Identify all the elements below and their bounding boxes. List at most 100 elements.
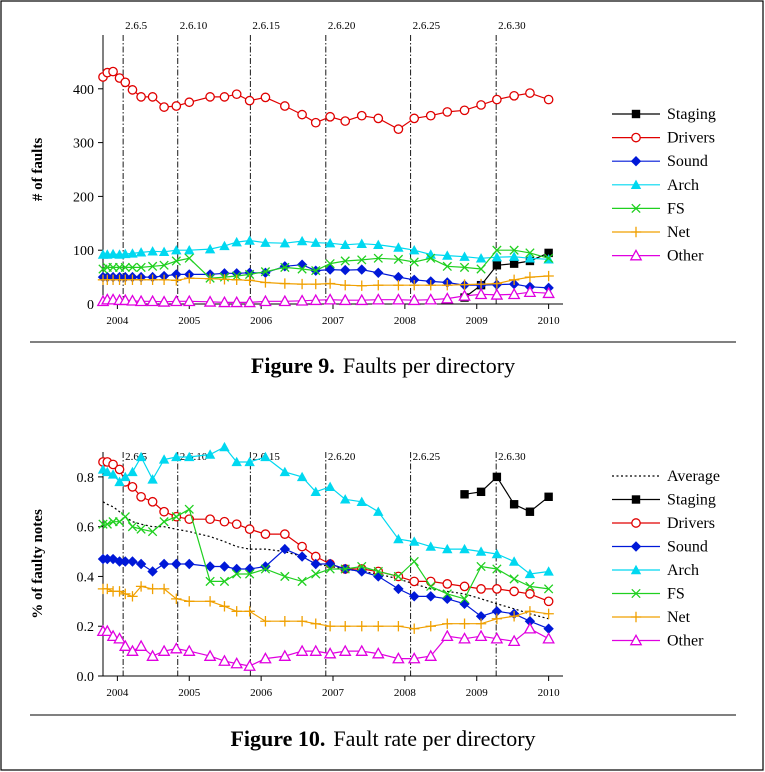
marker — [260, 529, 271, 539]
marker — [631, 132, 641, 143]
marker — [356, 280, 367, 291]
marker — [158, 454, 170, 464]
marker — [629, 249, 643, 261]
marker — [102, 583, 113, 595]
legend-label: FS — [667, 586, 685, 603]
marker — [525, 581, 535, 592]
marker — [127, 262, 138, 273]
marker — [490, 288, 504, 300]
marker — [114, 464, 125, 475]
x-tick-label: 2005 — [178, 315, 201, 327]
marker — [279, 101, 290, 111]
y-tick-label: 400 — [73, 83, 94, 98]
marker — [279, 616, 291, 627]
marker — [325, 111, 335, 122]
marker — [243, 295, 256, 308]
marker — [219, 240, 230, 251]
marker — [525, 507, 535, 516]
marker — [442, 250, 453, 260]
marker — [340, 116, 351, 126]
marker — [127, 481, 138, 492]
marker — [630, 564, 642, 575]
marker — [107, 469, 119, 479]
marker — [219, 516, 230, 527]
marker — [102, 466, 113, 477]
marker — [507, 287, 521, 300]
marker — [631, 203, 641, 214]
marker — [218, 654, 231, 666]
marker — [231, 519, 242, 530]
marker — [459, 251, 470, 261]
marker — [279, 543, 291, 555]
marker — [340, 494, 351, 504]
marker — [147, 496, 158, 507]
x-tick-label: 2006 — [250, 687, 273, 699]
marker — [630, 226, 642, 238]
marker — [171, 256, 181, 266]
marker — [310, 558, 321, 570]
marker — [219, 561, 230, 572]
marker — [491, 613, 503, 624]
marker — [184, 504, 194, 514]
marker — [259, 652, 272, 664]
x-tick-label: 2010 — [538, 315, 561, 327]
marker — [544, 492, 553, 501]
marker — [204, 273, 216, 284]
marker — [157, 295, 171, 307]
marker — [231, 274, 242, 285]
marker — [310, 117, 321, 128]
marker — [127, 522, 138, 532]
marker — [492, 94, 502, 105]
marker — [492, 472, 502, 482]
marker — [475, 618, 487, 629]
marker — [373, 566, 383, 577]
x-tick-label: 2008 — [394, 315, 417, 327]
marker — [203, 649, 217, 661]
marker — [409, 536, 420, 546]
marker — [340, 264, 351, 276]
marker — [182, 644, 196, 656]
marker — [340, 564, 350, 574]
marker — [295, 644, 309, 656]
marker — [324, 278, 336, 289]
marker — [459, 262, 470, 273]
marker — [492, 245, 502, 255]
marker — [135, 274, 147, 285]
marker — [136, 262, 146, 273]
marker — [490, 632, 504, 644]
marker — [203, 295, 217, 307]
marker — [310, 237, 321, 247]
marker — [135, 247, 147, 257]
marker — [407, 293, 421, 306]
marker — [102, 519, 112, 529]
marker — [355, 293, 369, 306]
marker — [184, 272, 195, 284]
marker — [147, 261, 158, 271]
x-tick-label: 2005 — [178, 687, 201, 699]
marker — [135, 451, 147, 462]
marker — [630, 611, 642, 623]
marker — [297, 109, 307, 120]
marker — [492, 564, 502, 574]
marker — [338, 644, 352, 656]
marker — [230, 657, 243, 669]
marker — [442, 261, 452, 271]
marker — [474, 629, 488, 642]
marker — [184, 596, 195, 607]
marker — [310, 278, 321, 290]
marker — [476, 100, 486, 110]
marker — [357, 255, 367, 265]
marker — [475, 546, 487, 556]
marker — [204, 561, 216, 572]
marker — [219, 92, 230, 102]
marker — [340, 279, 351, 291]
marker — [114, 586, 125, 597]
legend-label: Net — [667, 609, 691, 626]
marker — [309, 293, 323, 306]
marker — [475, 278, 487, 290]
marker — [171, 593, 182, 605]
legend-label: Drivers — [667, 515, 715, 532]
marker — [184, 451, 195, 462]
marker — [309, 644, 323, 656]
y-tick-label: 0 — [87, 298, 94, 313]
